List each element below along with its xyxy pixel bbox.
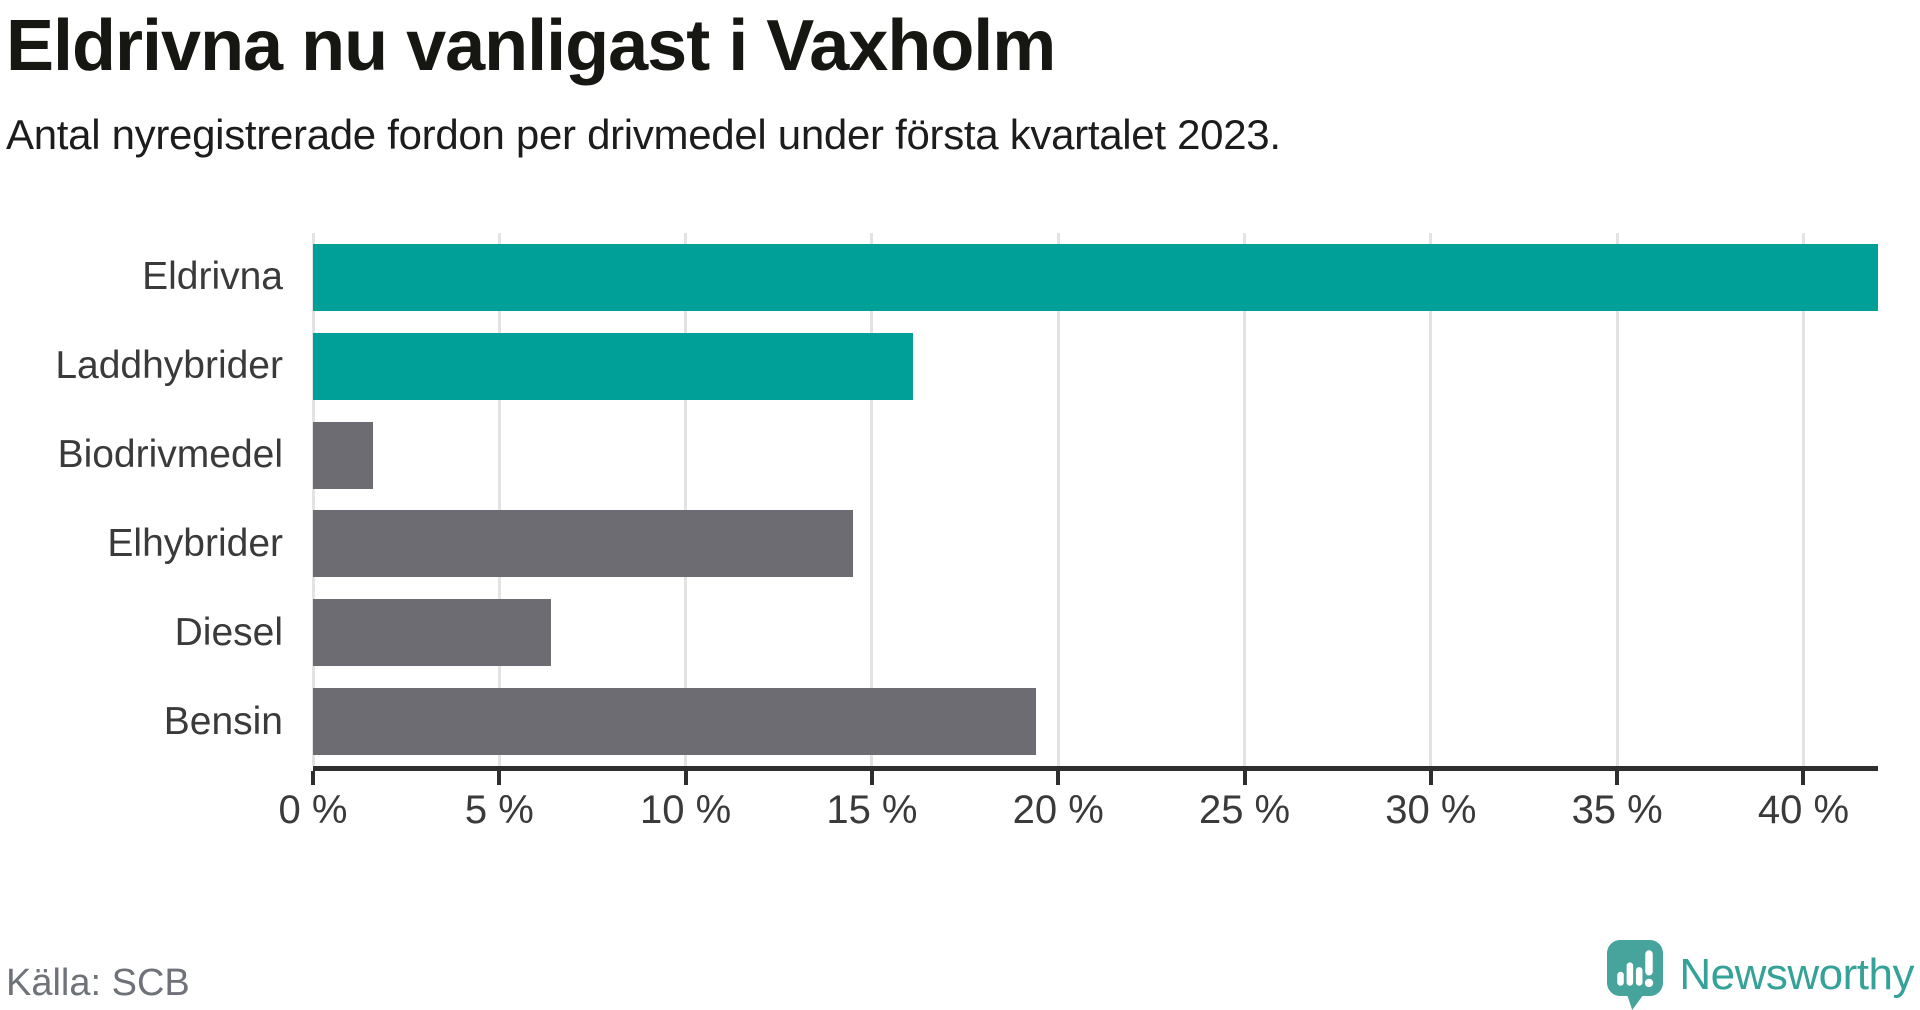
bar-biodrivmedel bbox=[313, 421, 373, 489]
gridline-10pct bbox=[684, 233, 688, 766]
gridline-30pct bbox=[1429, 233, 1433, 766]
bar-bensin bbox=[313, 688, 1036, 756]
x-tick-label-30pct: 30 % bbox=[1385, 788, 1477, 832]
gridline-25pct bbox=[1243, 233, 1247, 766]
bar-laddhybrider bbox=[313, 332, 913, 400]
newsworthy-logo[interactable]: Newsworthy bbox=[1607, 940, 1914, 1010]
plot-area bbox=[311, 233, 1878, 766]
category-label-eldrivna: Eldrivna bbox=[142, 255, 283, 299]
x-tick-label-15pct: 15 % bbox=[826, 788, 918, 832]
category-label-bensin: Bensin bbox=[163, 699, 283, 743]
bar-diesel bbox=[313, 599, 552, 667]
category-label-biodrivmedel: Biodrivmedel bbox=[57, 433, 283, 477]
x-tick-30pct bbox=[1428, 771, 1433, 785]
x-tick-5pct bbox=[497, 771, 502, 785]
x-tick-label-40pct: 40 % bbox=[1757, 788, 1850, 832]
x-tick-20pct bbox=[1056, 771, 1061, 785]
x-tick-25pct bbox=[1242, 771, 1247, 785]
gridline-40pct bbox=[1801, 233, 1805, 766]
x-axis-line bbox=[313, 766, 1878, 771]
chart-title: Eldrivna nu vanligast i Vaxholm bbox=[6, 6, 1056, 86]
newsworthy-logo-icon bbox=[1607, 940, 1664, 1010]
x-tick-15pct bbox=[869, 771, 874, 785]
gridline-0pct bbox=[311, 233, 315, 766]
gridline-5pct bbox=[497, 233, 501, 766]
x-tick-10pct bbox=[683, 771, 688, 785]
x-tick-label-5pct: 5 % bbox=[464, 788, 534, 832]
chart-subtitle: Antal nyregistrerade fordon per drivmede… bbox=[6, 111, 1281, 158]
x-tick-35pct bbox=[1615, 771, 1620, 785]
x-tick-label-10pct: 10 % bbox=[640, 788, 732, 832]
x-tick-label-35pct: 35 % bbox=[1571, 788, 1663, 832]
source-note: Källa: SCB bbox=[6, 962, 190, 1004]
x-tick-label-0pct: 0 % bbox=[278, 788, 348, 832]
bar-elhybrider bbox=[313, 510, 854, 578]
category-label-elhybrider: Elhybrider bbox=[107, 521, 283, 565]
x-tick-label-25pct: 25 % bbox=[1198, 788, 1291, 832]
gridline-35pct bbox=[1615, 233, 1619, 766]
x-tick-0pct bbox=[311, 771, 315, 785]
category-label-diesel: Diesel bbox=[174, 610, 283, 654]
x-tick-label-20pct: 20 % bbox=[1012, 788, 1104, 832]
category-label-laddhybrider: Laddhybrider bbox=[55, 344, 283, 388]
gridline-15pct bbox=[870, 233, 874, 766]
gridline-20pct bbox=[1056, 233, 1060, 766]
newsworthy-logo-text: Newsworthy bbox=[1679, 950, 1914, 999]
bar-eldrivna bbox=[313, 243, 1878, 311]
x-tick-40pct bbox=[1801, 771, 1806, 785]
